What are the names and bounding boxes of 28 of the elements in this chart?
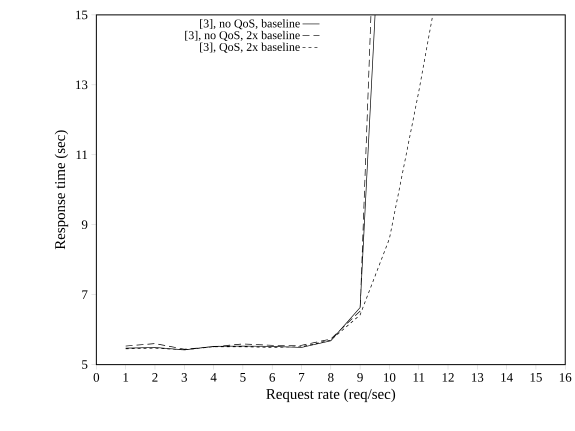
x-tick-label: 0: [94, 372, 100, 382]
x-tick-label: 5: [240, 372, 246, 382]
x-tick-label: 7: [299, 372, 304, 382]
x-axis-title: Request rate (req/sec): [266, 388, 396, 402]
y-tick-label: 7: [82, 290, 88, 299]
legend-label: [3], QoS, 2x baseline: [200, 42, 300, 53]
x-tick-label: 4: [210, 372, 217, 382]
x-tick-label: 3: [182, 372, 187, 382]
y-tick-label: 13: [76, 80, 88, 90]
x-tick-label: 15: [530, 372, 542, 382]
y-tick-label: 11: [76, 150, 88, 159]
x-tick-label: 9: [357, 372, 363, 382]
x-tick-label: 11: [414, 372, 424, 382]
y-tick-label: 15: [76, 10, 88, 20]
x-tick-label: 14: [501, 372, 513, 382]
x-tick-label: 10: [384, 372, 396, 382]
y-tick-label: 5: [82, 360, 88, 369]
x-tick-label: 12: [442, 372, 454, 382]
x-tick-label: 6: [270, 372, 276, 382]
legend-label: [3], no QoS, 2x baseline: [185, 30, 300, 41]
y-tick-label: 9: [82, 220, 88, 229]
x-tick-label: 8: [328, 372, 334, 382]
legend-label: [3], no QoS, baseline: [200, 19, 300, 30]
x-tick-label: 16: [560, 372, 572, 382]
x-tick-label: 13: [472, 372, 484, 382]
x-tick-label: 1: [124, 372, 128, 382]
y-axis-title: Response time (sec): [54, 130, 68, 250]
x-tick-label: 2: [152, 372, 158, 382]
